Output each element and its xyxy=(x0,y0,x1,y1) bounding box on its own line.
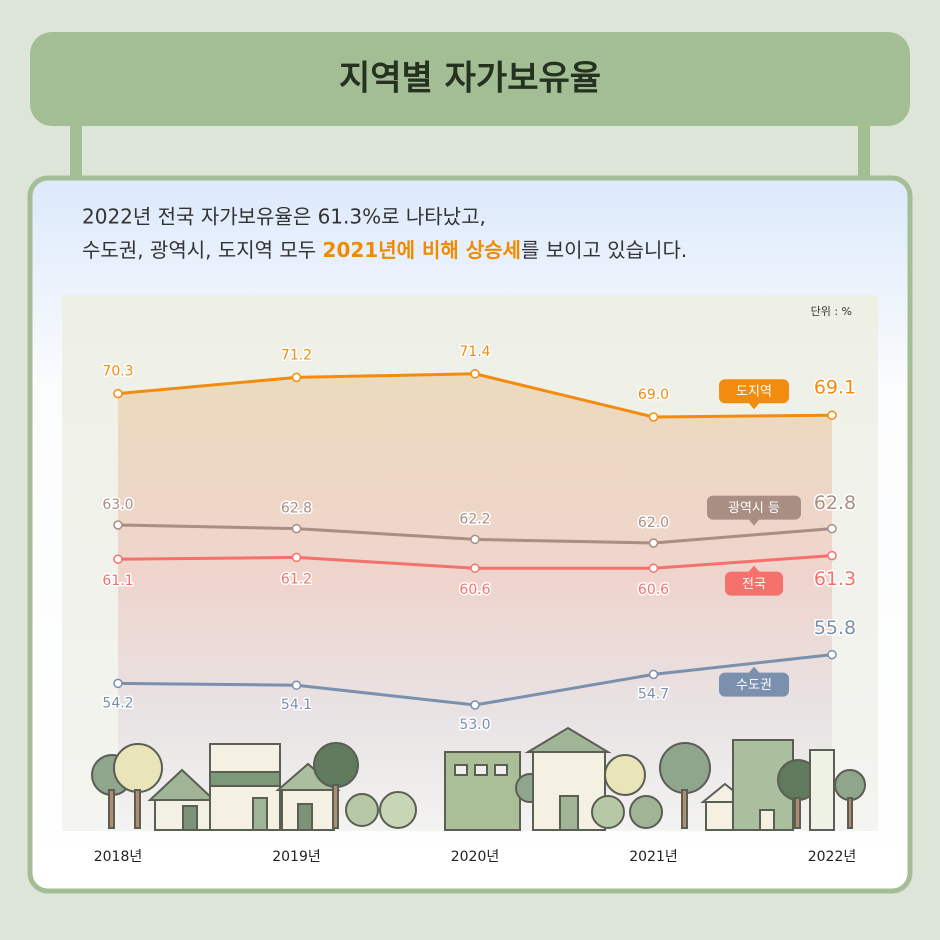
legend-pointer xyxy=(748,666,760,674)
data-label: 54.7 xyxy=(638,686,669,702)
legend-label: 광역시 등 xyxy=(728,501,780,516)
area-fill xyxy=(118,373,832,830)
data-point xyxy=(470,534,480,545)
data-point xyxy=(291,523,302,534)
data-label: 71.4 xyxy=(459,344,490,360)
data-label: 62.8 xyxy=(814,492,856,514)
data-point xyxy=(113,520,123,530)
unit-label: 단위 : % xyxy=(811,305,852,318)
subtitle-part: 를 보이고 있습니다. xyxy=(521,238,687,262)
data-point xyxy=(648,563,659,573)
data-point xyxy=(291,372,302,383)
data-label: 62.2 xyxy=(459,511,490,527)
data-label: 55.8 xyxy=(814,617,856,639)
data-label: 69.0 xyxy=(638,387,669,403)
data-point xyxy=(827,649,837,660)
legend-pointer xyxy=(748,565,760,573)
subtitle: 수도권, 광역시, 도지역 모두 2021년에 비해 상승세를 보이고 있습니다… xyxy=(82,238,687,262)
legend-pointer xyxy=(748,518,760,526)
data-label: 70.3 xyxy=(102,364,133,380)
title-bar xyxy=(30,32,910,126)
subtitle-highlight: 2021년에 비해 상승세 xyxy=(323,238,521,262)
post xyxy=(858,110,870,182)
x-tick-label: 2020년 xyxy=(451,849,500,865)
x-tick-label: 2018년 xyxy=(94,849,143,865)
x-tick-label: 2021년 xyxy=(629,849,678,865)
data-label: 62.0 xyxy=(638,515,669,531)
legend-box xyxy=(707,495,801,520)
data-label: 71.2 xyxy=(281,347,312,363)
post xyxy=(70,110,82,182)
x-tick-label: 2022년 xyxy=(808,849,857,865)
legend-label: 전국 xyxy=(742,577,766,592)
data-label: 63.0 xyxy=(102,497,133,513)
data-label: 62.8 xyxy=(281,501,312,517)
legend-box xyxy=(725,571,783,596)
data-point xyxy=(291,680,302,690)
data-point xyxy=(470,369,480,379)
data-label: 60.6 xyxy=(459,582,490,598)
data-label: 54.2 xyxy=(102,695,133,711)
subtitle: 2022년 전국 자가보유율은 61.3%로 나타났고, xyxy=(82,205,486,229)
data-label: 61.3 xyxy=(814,568,856,590)
town-illustration xyxy=(91,726,866,831)
data-point xyxy=(648,538,659,548)
data-point xyxy=(470,563,480,573)
data-label: 61.1 xyxy=(102,573,133,589)
data-label: 69.1 xyxy=(814,377,856,399)
chart-title: 지역별 자가보유율 xyxy=(339,59,601,99)
data-point xyxy=(648,412,659,422)
legend-box xyxy=(719,379,789,404)
data-point xyxy=(113,678,123,689)
data-point xyxy=(113,554,123,564)
data-label: 60.6 xyxy=(638,582,669,598)
data-point xyxy=(827,523,837,534)
legend-label: 도지역 xyxy=(736,385,772,400)
plot: 2018년 2019년 2020년 2021년 2022년 70.3 71.2 71.4 69.… xyxy=(94,342,858,865)
data-point xyxy=(291,552,302,563)
legend-pointer xyxy=(748,402,760,410)
data-point xyxy=(827,410,837,420)
data-label: 54.1 xyxy=(281,697,312,713)
data-point xyxy=(648,669,659,680)
data-label: 61.2 xyxy=(281,571,312,587)
legend-box xyxy=(719,672,789,697)
legend-label: 수도권 xyxy=(736,678,772,693)
data-point xyxy=(827,550,837,561)
subtitle-part: 수도권, 광역시, 도지역 모두 xyxy=(82,238,323,262)
data-label: 53.0 xyxy=(459,717,490,733)
data-point xyxy=(470,700,480,710)
x-tick-label: 2019년 xyxy=(272,849,321,865)
data-point xyxy=(113,388,123,399)
